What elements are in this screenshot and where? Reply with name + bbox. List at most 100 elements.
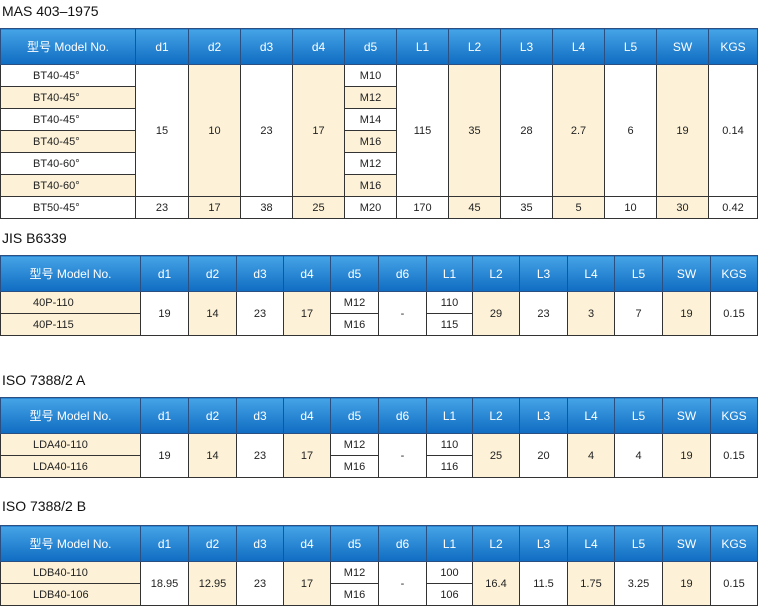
header-row: 型号 Model No. d1 d2 d3 d4 d5 d6 L1 L2 L3 L4 L5 SW KGS [0,255,758,292]
header-cell: L4 [567,397,615,434]
header-cell: L4 [567,525,615,562]
header-cell: d6 [378,255,427,292]
value-cell: 110 [426,291,473,314]
header-cell: L5 [614,397,663,434]
model-cell: BT40-45° [0,130,136,153]
header-cell: d1 [140,525,189,562]
value-cell: 4 [567,433,615,478]
data-row: LDA40-110 19 14 23 17 M12-110 25 20 4 4 19 0.15 [0,433,758,478]
data-row: LDA40-116 M16 116 [0,455,758,478]
value-cell: 170 [396,196,449,219]
spec-table: 型号 Model No. d1 d2 d3 d4 d5 d6 L1 L2 L3 L4 L5 SW KGS L… [0,525,758,606]
value-cell: - [378,291,427,336]
header-cell: L4 [552,28,605,65]
data-row: BT50-45° 23 17 38 25 M20 170 45 35 5 10 30 0.42 [0,196,758,219]
value-cell: - [378,561,427,606]
table-title: ISO 7388/2 B [2,498,87,514]
value-cell: 25 [292,196,345,219]
value-cell: 115 [426,313,473,336]
value-cell: 12.95 [188,561,237,606]
value-cell: M10 [344,64,397,87]
value-cell: M12 [330,433,379,456]
value-cell: 5 [552,196,605,219]
value-cell: 1.75 [567,561,615,606]
header-cell: 型号 Model No. [0,525,141,562]
header-cell: d3 [236,255,284,292]
spec-table: 型号 Model No. d1 d2 d3 d4 d5 d6 L1 L2 L3 L4 L5 SW KGS 4… [0,255,758,336]
header-cell: 型号 Model No. [0,28,136,65]
data-row: 40P-115 M16 115 [0,313,758,336]
value-cell: 17 [188,196,241,219]
value-cell: 3.25 [614,561,663,606]
value-cell: 2.7 [552,64,605,197]
value-cell: M16 [330,583,379,606]
header-cell: L1 [426,255,473,292]
data-row: BT40-60° M16 [0,174,758,197]
value-cell: 23 [236,433,284,478]
header-cell: L1 [426,525,473,562]
header-cell: d5 [330,525,379,562]
value-cell: 38 [240,196,293,219]
value-cell: 23 [236,561,284,606]
value-cell: 17 [283,433,331,478]
value-cell: 35 [448,64,501,197]
header-cell: d1 [140,397,189,434]
header-row: 型号 Model No. d1 d2 d3 d4 d5 d6 L1 L2 L3 L4 L5 SW KGS [0,525,758,562]
value-cell: 18.95 [140,561,189,606]
header-cell: L4 [567,255,615,292]
header-cell: L5 [614,255,663,292]
value-cell: 19 [662,561,711,606]
value-cell: - [378,433,427,478]
value-cell: 16.4 [472,561,520,606]
value-cell: 14 [188,433,237,478]
value-cell: M16 [330,313,379,336]
header-cell: d2 [188,28,241,65]
header-cell: d5 [330,255,379,292]
header-row: 型号 Model No. d1 d2 d3 d4 d5 d6 L1 L2 L3 L4 L5 SW KGS [0,397,758,434]
model-cell: LDB40-106 [0,583,141,606]
header-cell: d1 [140,255,189,292]
header-cell: d6 [378,525,427,562]
model-cell: BT50-45° [0,196,136,219]
value-cell: 14 [188,291,237,336]
header-cell: d4 [283,255,331,292]
header-cell: L3 [519,525,568,562]
value-cell: M12 [330,561,379,584]
header-cell: L3 [500,28,553,65]
table-title: MAS 403–1975 [2,3,99,19]
value-cell: M12 [344,152,397,175]
header-cell: KGS [710,397,758,434]
value-cell: 116 [426,455,473,478]
header-cell: L2 [448,28,501,65]
model-cell: BT40-45° [0,86,136,109]
header-cell: d2 [188,255,237,292]
header-cell: KGS [710,255,758,292]
header-cell: d2 [188,397,237,434]
header-cell: L2 [472,255,520,292]
value-cell: M20 [344,196,397,219]
value-cell: 30 [656,196,709,219]
header-cell: d6 [378,397,427,434]
value-cell: M12 [330,291,379,314]
value-cell: 17 [292,64,345,197]
value-cell: 20 [519,433,568,478]
model-cell: BT40-45° [0,64,136,87]
model-cell: BT40-60° [0,152,136,175]
header-cell: L5 [604,28,657,65]
header-cell: d3 [240,28,293,65]
header-cell: d4 [292,28,345,65]
value-cell: 110 [426,433,473,456]
header-cell: KGS [708,28,758,65]
header-cell: L3 [519,397,568,434]
model-cell: LDB40-110 [0,561,141,584]
header-cell: SW [662,255,711,292]
model-cell: LDA40-116 [0,455,141,478]
value-cell: M14 [344,108,397,131]
spec-table: 型号 Model No. d1 d2 d3 d4 d5 L1 L2 L3 L4 L5 SW KGS BT4… [0,28,758,219]
model-cell: BT40-45° [0,108,136,131]
header-cell: d2 [188,525,237,562]
value-cell: 0.15 [710,291,758,336]
data-row: 40P-110 19 14 23 17 M12-110 29 23 3 7 19 0.15 [0,291,758,336]
value-cell: 23 [519,291,568,336]
